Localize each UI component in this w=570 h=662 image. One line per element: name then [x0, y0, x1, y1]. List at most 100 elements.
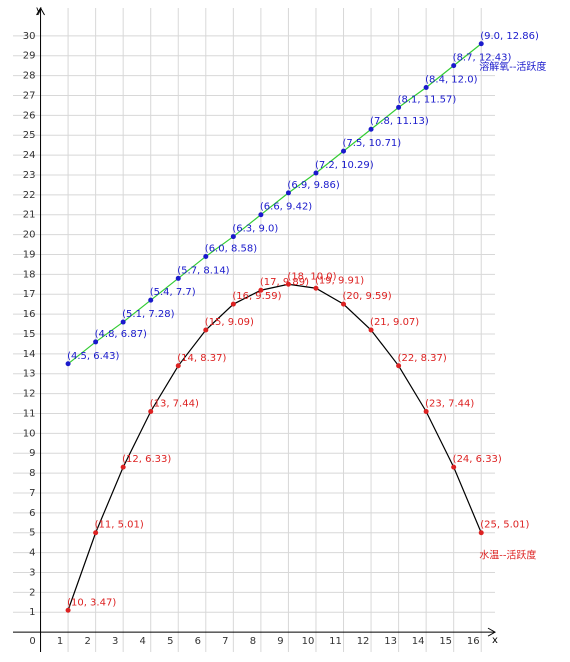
y-tick-label: 12 — [23, 389, 36, 400]
data-point — [65, 607, 71, 613]
data-point — [313, 285, 319, 291]
y-tick-label: 25 — [23, 130, 36, 141]
y-tick-label: 24 — [23, 150, 36, 161]
point-label: (8.4, 12.0) — [425, 75, 477, 86]
x-tick-label: 8 — [250, 636, 256, 647]
x-tick-label: 3 — [112, 636, 118, 647]
y-axis-arrow — [36, 6, 45, 16]
point-label: (9.0, 12.86) — [480, 31, 539, 42]
data-point — [423, 85, 429, 91]
data-point — [93, 339, 99, 345]
data-point — [148, 297, 154, 303]
y-tick-label: 14 — [23, 349, 36, 360]
point-label: (4.8, 6.87) — [95, 329, 147, 340]
point-label: (18, 10.0) — [287, 271, 336, 282]
point-label: (20, 9.59) — [343, 291, 392, 302]
data-point — [285, 190, 291, 196]
x-tick-label: 16 — [467, 636, 480, 647]
point-label: (11, 5.01) — [95, 520, 144, 531]
point-label: (7.2, 10.29) — [315, 160, 374, 171]
data-point — [451, 464, 457, 470]
y-tick-label: 11 — [23, 408, 36, 419]
x-tick-label: 13 — [384, 636, 397, 647]
data-point — [230, 301, 236, 307]
data-point — [258, 287, 264, 293]
point-label: (5.4, 7.7) — [150, 287, 196, 298]
y-tick-label: 26 — [23, 110, 36, 121]
y-tick-label: 10 — [23, 428, 36, 439]
x-tick-label: 5 — [167, 636, 173, 647]
data-point — [451, 63, 457, 69]
point-label: (7.8, 11.13) — [370, 116, 429, 127]
point-label: (14, 8.37) — [177, 353, 226, 364]
y-tick-label: 17 — [23, 289, 36, 300]
data-point — [93, 530, 99, 536]
y-tick-label: 21 — [23, 210, 36, 221]
point-label: (16, 9.59) — [232, 291, 281, 302]
y-tick-label: 20 — [23, 230, 36, 241]
y-tick-label: 16 — [23, 309, 36, 320]
y-tick-label: 1 — [29, 607, 35, 618]
data-point — [230, 234, 236, 240]
point-label: (15, 9.09) — [205, 317, 254, 328]
series-line — [67, 43, 482, 365]
point-label: (25, 5.01) — [480, 520, 529, 531]
series-name: 水温--活跃度 — [479, 549, 536, 562]
series-line — [67, 283, 482, 611]
x-tick-label: 12 — [357, 636, 370, 647]
y-tick-label: 15 — [23, 329, 36, 340]
x-tick-label: 6 — [195, 636, 201, 647]
x-tick-label: 14 — [412, 636, 425, 647]
point-label: (8.1, 11.57) — [398, 94, 457, 105]
x-tick-label: 11 — [329, 636, 342, 647]
data-point — [203, 327, 209, 333]
y-tick-label: 5 — [29, 528, 35, 539]
y-tick-label: 18 — [23, 269, 36, 280]
y-tick-label: 8 — [29, 468, 35, 479]
point-label: (4.5, 6.43) — [67, 351, 119, 362]
point-label: (22, 8.37) — [398, 353, 447, 364]
point-label: (17, 9.89) — [260, 277, 309, 288]
point-label: (21, 9.07) — [370, 317, 419, 328]
data-point — [341, 148, 347, 154]
y-tick-label: 22 — [23, 190, 36, 201]
point-label: (6.9, 9.86) — [287, 180, 339, 191]
point-label: (24, 6.33) — [453, 454, 502, 465]
data-point — [285, 281, 291, 287]
y-tick-label: 2 — [29, 587, 35, 598]
point-label: (19, 9.91) — [315, 275, 364, 286]
point-label: (6.3, 9.0) — [232, 224, 278, 235]
x-tick-label: 1 — [57, 636, 63, 647]
data-point — [120, 319, 126, 325]
y-tick-label: 27 — [23, 90, 36, 101]
data-point — [396, 363, 402, 369]
x-tick-label: 0 — [29, 636, 35, 647]
point-label: (23, 7.44) — [425, 398, 474, 409]
data-point — [423, 408, 429, 414]
data-point — [120, 464, 126, 470]
data-point — [478, 530, 484, 536]
y-tick-label: 23 — [23, 170, 36, 181]
point-label: (6.6, 9.42) — [260, 202, 312, 213]
point-label: (7.5, 10.71) — [343, 138, 402, 149]
y-tick-label: 3 — [29, 567, 35, 578]
data-point — [258, 212, 264, 218]
point-label: (5.7, 8.14) — [177, 265, 229, 276]
data-point — [148, 408, 154, 414]
y-tick-label: 13 — [23, 369, 36, 380]
data-point — [65, 361, 71, 367]
x-tick-label: 2 — [84, 636, 90, 647]
x-axis-arrow — [487, 627, 497, 637]
point-label: (12, 6.33) — [122, 454, 171, 465]
data-point — [175, 275, 181, 281]
x-axis-label: x — [492, 635, 498, 646]
y-tick-label: 28 — [23, 71, 36, 82]
x-tick-label: 15 — [439, 636, 452, 647]
data-point — [478, 41, 484, 47]
point-label: (10, 3.47) — [67, 597, 116, 608]
data-point — [341, 301, 347, 307]
point-label: (8.7, 12.43) — [453, 53, 512, 64]
x-tick-label: 10 — [302, 636, 315, 647]
data-point — [313, 170, 319, 176]
y-tick-label: 9 — [29, 448, 35, 459]
